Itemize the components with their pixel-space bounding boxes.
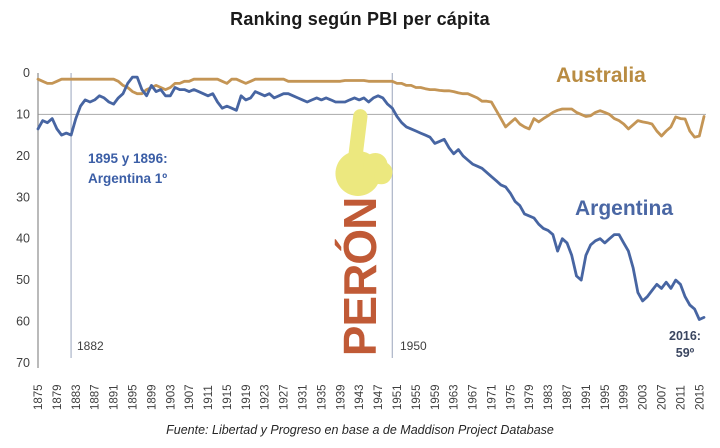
x-tick-label: 1935: [316, 384, 328, 410]
x-tick-label: 1987: [562, 384, 574, 410]
x-tick-label: 1939: [335, 384, 347, 410]
y-tick-label: 40: [16, 232, 30, 246]
x-tick-label: 1999: [619, 384, 631, 410]
end-value-rank: 59º: [675, 345, 695, 360]
record-note-line2: Argentina 1º: [88, 170, 168, 186]
y-tick-label: 10: [16, 107, 30, 121]
x-tick-label: 1895: [127, 384, 139, 410]
x-tick-label: 1991: [581, 384, 593, 410]
end-value-label: 2016: 59º: [655, 328, 715, 362]
x-tick-label: 1959: [430, 384, 442, 410]
x-tick-label: 1911: [203, 385, 215, 410]
y-tick-label: 30: [16, 190, 30, 204]
y-tick-label: 70: [16, 356, 30, 370]
x-tick-label: 1967: [468, 384, 480, 410]
x-tick-label: 1943: [354, 384, 366, 410]
peron-annotation: PERÓN: [334, 197, 386, 357]
record-note: 1895 y 1896: Argentina 1º: [88, 149, 168, 188]
x-tick-label: 1979: [524, 384, 536, 410]
x-tick-label: 1883: [71, 384, 83, 410]
x-tick-label: 2015: [694, 384, 706, 410]
record-note-line1: 1895 y 1896:: [88, 151, 168, 166]
x-tick-label: 1915: [222, 384, 234, 410]
x-tick-label: 1927: [279, 384, 291, 410]
x-tick-label: 1931: [298, 384, 310, 410]
x-tick-label: 1907: [184, 384, 196, 410]
x-tick-label: 1995: [600, 384, 612, 410]
x-tick-label: 1919: [241, 384, 253, 410]
x-tick-label: 1963: [449, 384, 461, 410]
marker-label-1950: 1950: [400, 339, 427, 353]
y-tick-label: 20: [16, 149, 30, 163]
x-tick-label: 1955: [411, 384, 423, 410]
x-tick-label: 1971: [486, 384, 498, 410]
end-value-year: 2016:: [669, 329, 701, 343]
source-attribution: Fuente: Libertad y Progreso en base a de…: [166, 423, 554, 437]
pointing-hand-icon: [335, 109, 393, 196]
marker-label-1882: 1882: [77, 339, 104, 353]
x-tick-label: 1975: [505, 384, 517, 410]
x-tick-label: 2003: [638, 384, 650, 410]
x-tick-label: 1899: [146, 384, 158, 410]
series-label-australia: Australia: [556, 64, 646, 87]
x-tick-label: 1887: [90, 384, 102, 410]
x-tick-label: 2007: [656, 384, 668, 410]
x-tick-label: 1903: [165, 384, 177, 410]
y-tick-label: 60: [16, 315, 30, 329]
y-tick-label: 0: [23, 66, 30, 80]
x-tick-label: 1983: [543, 384, 555, 410]
x-tick-label: 1879: [52, 384, 64, 410]
y-tick-label: 50: [16, 273, 30, 287]
x-tick-label: 1951: [392, 384, 404, 410]
x-tick-label: 1947: [373, 384, 385, 410]
x-tick-label: 1891: [109, 384, 121, 410]
series-label-argentina: Argentina: [575, 197, 674, 220]
line-argentina: [36, 75, 706, 321]
x-tick-label: 1875: [33, 384, 45, 410]
x-tick-label: 2011: [675, 385, 687, 410]
x-tick-label: 1923: [260, 384, 272, 410]
chart-title: Ranking según PBI per cápita: [230, 9, 490, 29]
